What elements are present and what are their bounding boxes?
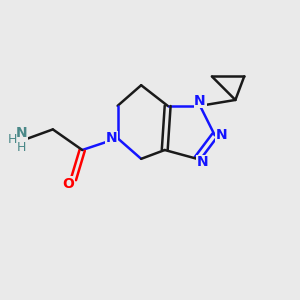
Text: N: N [196, 155, 208, 170]
Text: H: H [17, 141, 27, 154]
Text: N: N [215, 128, 227, 142]
Text: O: O [62, 177, 74, 191]
Text: H: H [8, 133, 17, 146]
Text: N: N [194, 94, 206, 107]
Text: N: N [105, 131, 117, 145]
Text: N: N [16, 126, 28, 140]
